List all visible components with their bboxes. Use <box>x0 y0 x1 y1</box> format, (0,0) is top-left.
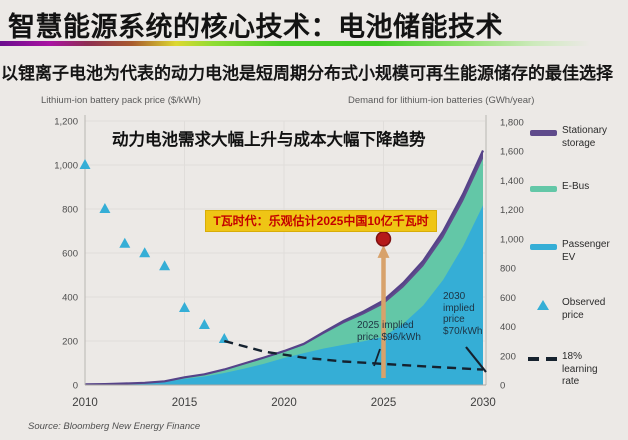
right-tick-label: 800 <box>500 264 516 275</box>
observed-price-point <box>119 237 131 248</box>
observed-price-point <box>179 302 190 312</box>
highlight-dot <box>375 231 392 247</box>
implied-price-2025-note: 2025 implied price $96/kWh <box>357 320 421 343</box>
note-2030-connector <box>465 346 487 373</box>
rainbow-divider <box>0 41 628 46</box>
observed-price-point <box>139 247 151 258</box>
highlight-annotation: T瓦时代：乐观估计2025中国10亿千瓦时 <box>205 210 437 232</box>
right-tick-label: 1,000 <box>500 234 524 245</box>
x-tick-label: 2010 <box>72 397 98 409</box>
left-tick-label: 1,000 <box>54 161 78 172</box>
chart-legend: Stationary storage E-Bus Passenger EV Ob… <box>528 118 628 408</box>
right-tick-label: 1,200 <box>500 205 524 216</box>
right-tick-label: 1,800 <box>500 118 524 129</box>
observed-price-point <box>159 260 171 271</box>
x-tick-label: 2020 <box>271 397 297 409</box>
right-tick-label: 600 <box>500 293 516 304</box>
highlight-arrow-head <box>377 244 390 258</box>
ebus-swatch <box>530 186 557 192</box>
left-tick-label: 600 <box>62 249 78 260</box>
learning-rate-dashes-icon <box>528 357 558 361</box>
stack-top-line <box>84 150 484 386</box>
implied-price-2030-note: 2030 implied price $70/kWh <box>443 291 483 337</box>
observed-price-point <box>99 203 111 213</box>
source-attribution: Source: Bloomberg New Energy Finance <box>28 421 201 432</box>
page-title: 智慧能源系统的核心技术：电池储能技术 <box>8 12 503 42</box>
right-tick-label: 1,600 <box>500 147 524 158</box>
left-axis-label: Lithium-ion battery pack price ($/kWh) <box>41 95 201 106</box>
x-tick-label: 2015 <box>172 397 198 409</box>
left-tick-label: 200 <box>62 337 78 348</box>
stationary-storage-swatch <box>530 130 557 136</box>
right-tick-label: 400 <box>500 322 516 333</box>
right-tick-label: 1,400 <box>500 176 524 187</box>
learning-rate-line <box>223 339 484 371</box>
right-tick-label: 0 <box>500 381 505 392</box>
left-tick-label: 0 <box>73 381 78 392</box>
left-tick-label: 400 <box>62 293 78 304</box>
left-tick-label: 1,200 <box>54 117 78 128</box>
observed-price-point <box>198 318 210 329</box>
passenger-ev-swatch <box>530 244 557 250</box>
observed-price-point <box>79 159 91 169</box>
left-tick-label: 800 <box>62 205 78 216</box>
slide-subtitle: 以锂离子电池为代表的动力电池是短周期分布式小规模可再生能源储存的最佳选择 <box>1 64 613 83</box>
chart-title: 动力电池需求大幅上升与成本大幅下降趋势 <box>112 131 426 149</box>
observed-price-triangle-icon <box>537 300 549 310</box>
right-tick-label: 200 <box>500 351 516 362</box>
note-2025-connector <box>373 348 381 367</box>
x-tick-label: 2025 <box>371 397 397 409</box>
right-axis-label: Demand for lithium-ion batteries (GWh/ye… <box>348 95 535 106</box>
x-tick-label: 2030 <box>470 397 496 409</box>
